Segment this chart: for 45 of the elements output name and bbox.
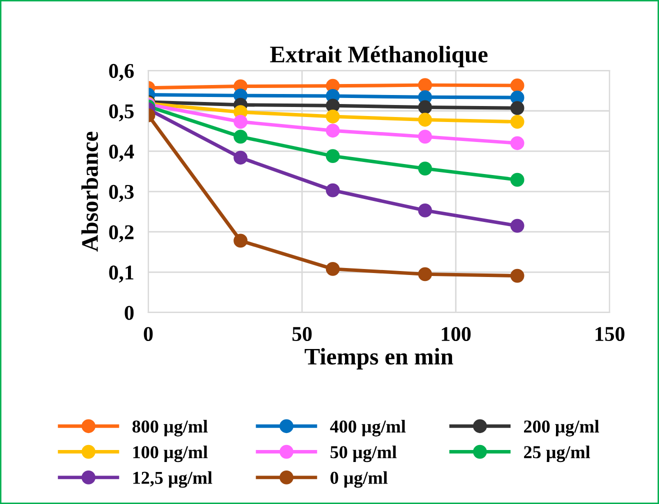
point: [510, 101, 524, 116]
point: [510, 114, 524, 129]
point: [418, 267, 432, 282]
point: [510, 268, 524, 283]
point: [234, 150, 248, 165]
point: [418, 204, 432, 218]
point: [510, 172, 524, 187]
point: [326, 110, 340, 124]
legend-label: 12,5 µg/ml: [133, 471, 212, 488]
point: [418, 162, 432, 176]
point: [510, 78, 524, 92]
x-tick-label: 100: [442, 326, 471, 342]
chart-title: Extrait Méthanolique: [270, 46, 488, 68]
point: [326, 183, 340, 198]
legend-label: 200 µg/ml: [524, 420, 600, 436]
point: [418, 112, 432, 127]
point: [418, 78, 432, 92]
legend-label: 50 µg/ml: [330, 446, 397, 462]
y-tick-label: 0,1: [109, 266, 134, 283]
y-tick-label: 0: [124, 306, 134, 320]
point: [326, 124, 340, 138]
point: [234, 130, 248, 144]
y-axis-title: Absorbance: [81, 132, 98, 252]
legend-label: 400 µg/ml: [330, 420, 406, 436]
x-axis-title: Tiemps en min: [304, 348, 454, 370]
legend-label: 800 µg/ml: [132, 420, 208, 436]
y-tick-label: 0,6: [109, 64, 134, 82]
y-tick-label: 0,3: [109, 184, 134, 202]
legend-label: 100 µg/ml: [133, 446, 208, 462]
x-tick-label: 150: [596, 326, 624, 342]
point: [234, 234, 248, 248]
point: [326, 262, 340, 276]
point: [418, 130, 432, 144]
point: [418, 100, 432, 114]
point: [510, 218, 524, 233]
point: [234, 114, 248, 129]
y-tick-label: 0,2: [109, 225, 134, 242]
y-tick-label: 0,5: [109, 104, 134, 122]
x-tick-label: 50: [292, 326, 312, 342]
point: [326, 149, 340, 163]
legend-label: 0 µg/ml: [330, 471, 388, 488]
legend-label: 25 µg/ml: [524, 446, 590, 462]
y-tick-label: 0,4: [109, 144, 134, 162]
point: [510, 136, 524, 150]
x-tick-label: 0: [144, 326, 153, 342]
